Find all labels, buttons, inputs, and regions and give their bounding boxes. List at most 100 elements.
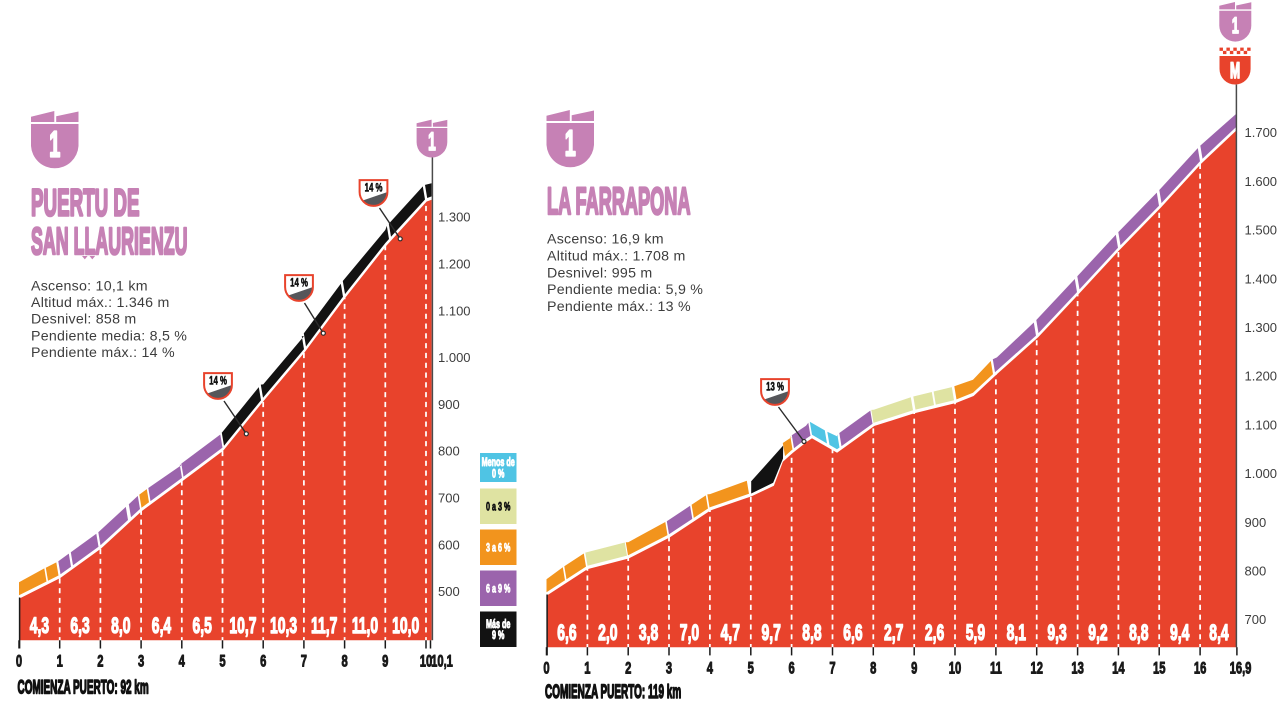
svg-text:2,6: 2,6: [925, 620, 944, 645]
svg-text:8,8: 8,8: [802, 620, 821, 645]
svg-text:6,5: 6,5: [193, 613, 212, 638]
svg-text:700: 700: [438, 491, 460, 506]
svg-text:7: 7: [301, 652, 307, 671]
svg-text:4,3: 4,3: [30, 613, 49, 638]
svg-text:0: 0: [16, 652, 22, 671]
svg-text:1.300: 1.300: [438, 210, 471, 225]
svg-text:8,0: 8,0: [111, 613, 130, 638]
svg-text:PUERTU DE: PUERTU DE: [31, 183, 139, 225]
svg-text:Pendiente máx.: 14 %: Pendiente máx.: 14 %: [31, 345, 175, 361]
svg-text:7: 7: [829, 659, 835, 678]
svg-text:10: 10: [420, 652, 432, 671]
svg-text:Pendiente media: 8,5 %: Pendiente media: 8,5 %: [31, 328, 187, 344]
svg-text:1.000: 1.000: [1245, 466, 1278, 481]
svg-text:5: 5: [748, 659, 754, 678]
svg-text:8,4: 8,4: [1209, 620, 1229, 645]
svg-text:13: 13: [1071, 659, 1083, 678]
svg-text:3 a 6 %: 3 a 6 %: [486, 542, 511, 555]
svg-text:14 %: 14 %: [290, 277, 308, 290]
svg-text:Desnivel: 995 m: Desnivel: 995 m: [547, 265, 652, 281]
svg-text:10: 10: [949, 659, 961, 678]
svg-text:0: 0: [543, 659, 549, 678]
svg-text:1.300: 1.300: [1245, 320, 1278, 335]
svg-text:4,7: 4,7: [721, 620, 740, 645]
svg-text:3,8: 3,8: [639, 620, 658, 645]
svg-text:Pendiente máx.: 13 %: Pendiente máx.: 13 %: [547, 299, 691, 315]
svg-text:6 a 9 %: 6 a 9 %: [486, 583, 511, 596]
svg-text:3: 3: [138, 652, 144, 671]
svg-text:700: 700: [1245, 612, 1267, 627]
svg-text:800: 800: [438, 444, 460, 459]
svg-text:1.700: 1.700: [1245, 125, 1278, 140]
svg-text:1.200: 1.200: [438, 257, 471, 272]
svg-text:6: 6: [788, 659, 794, 678]
svg-text:10,3: 10,3: [270, 613, 297, 638]
svg-text:1: 1: [565, 124, 576, 164]
svg-text:COMIENZA PUERTO: 92 km: COMIENZA PUERTO: 92 km: [18, 677, 149, 698]
svg-text:11,7: 11,7: [311, 613, 337, 638]
svg-text:500: 500: [438, 584, 460, 599]
svg-text:9: 9: [911, 659, 917, 678]
svg-text:6,6: 6,6: [843, 620, 862, 645]
svg-text:Desnivel: 858 m: Desnivel: 858 m: [31, 312, 136, 328]
svg-text:Más de: Más de: [486, 618, 511, 631]
svg-text:14 %: 14 %: [365, 182, 383, 195]
svg-text:1: 1: [584, 659, 590, 678]
svg-text:16: 16: [1194, 659, 1206, 678]
svg-text:600: 600: [438, 537, 460, 552]
svg-text:Ascenso: 10,1 km: Ascenso: 10,1 km: [31, 279, 148, 295]
svg-text:11,0: 11,0: [352, 613, 378, 638]
svg-text:6: 6: [260, 652, 266, 671]
svg-text:10,0: 10,0: [392, 613, 419, 638]
svg-text:900: 900: [438, 397, 460, 412]
svg-text:COMIENZA PUERTO: 119 km: COMIENZA PUERTO: 119 km: [545, 682, 681, 703]
svg-text:4: 4: [179, 652, 185, 671]
svg-text:1: 1: [428, 129, 436, 156]
svg-text:15: 15: [1153, 659, 1165, 678]
svg-text:1.600: 1.600: [1245, 174, 1278, 189]
svg-text:6,4: 6,4: [152, 613, 172, 638]
svg-text:1.400: 1.400: [1245, 271, 1278, 286]
svg-text:M: M: [1230, 58, 1240, 83]
svg-text:Ascenso: 16,9 km: Ascenso: 16,9 km: [547, 232, 664, 248]
svg-text:9,7: 9,7: [762, 620, 781, 645]
svg-text:900: 900: [1245, 515, 1267, 530]
svg-text:9: 9: [382, 652, 388, 671]
svg-text:0 %: 0 %: [492, 468, 505, 481]
svg-text:9,4: 9,4: [1170, 620, 1190, 645]
svg-text:1.200: 1.200: [1245, 369, 1278, 384]
svg-text:6,3: 6,3: [70, 613, 89, 638]
svg-text:8: 8: [341, 652, 347, 671]
svg-text:SAN LLAURIENZU: SAN LLAURIENZU: [31, 221, 187, 263]
svg-text:2,7: 2,7: [884, 620, 903, 645]
svg-text:9 %: 9 %: [492, 629, 505, 642]
svg-text:9,3: 9,3: [1047, 620, 1066, 645]
svg-text:5: 5: [219, 652, 225, 671]
svg-text:14 %: 14 %: [209, 375, 227, 388]
svg-text:1.500: 1.500: [1245, 223, 1278, 238]
svg-text:16,9: 16,9: [1230, 659, 1252, 678]
svg-text:4: 4: [707, 659, 713, 678]
svg-text:12: 12: [1030, 659, 1042, 678]
svg-text:9,2: 9,2: [1088, 620, 1107, 645]
svg-text:Pendiente media: 5,9 %: Pendiente media: 5,9 %: [547, 282, 703, 298]
svg-text:10,7: 10,7: [229, 613, 256, 638]
svg-text:6,6: 6,6: [557, 620, 576, 645]
svg-text:2: 2: [97, 652, 103, 671]
svg-text:14: 14: [1112, 659, 1124, 678]
svg-text:Altitud máx.: 1.708 m: Altitud máx.: 1.708 m: [547, 248, 686, 264]
svg-text:2,0: 2,0: [598, 620, 617, 645]
svg-text:1.100: 1.100: [438, 303, 471, 318]
svg-text:0 a 3 %: 0 a 3 %: [486, 501, 511, 514]
svg-text:LA FARRAPONA: LA FARRAPONA: [547, 181, 690, 223]
svg-text:3: 3: [666, 659, 672, 678]
svg-text:1: 1: [49, 125, 60, 165]
svg-text:11: 11: [990, 659, 1002, 678]
svg-text:5,9: 5,9: [966, 620, 985, 645]
svg-text:7,0: 7,0: [680, 620, 699, 645]
svg-text:13 %: 13 %: [766, 381, 784, 394]
svg-text:800: 800: [1245, 564, 1267, 579]
svg-text:10,1: 10,1: [431, 652, 453, 671]
svg-text:Altitud máx.: 1.346 m: Altitud máx.: 1.346 m: [31, 295, 170, 311]
svg-text:8,8: 8,8: [1129, 620, 1148, 645]
